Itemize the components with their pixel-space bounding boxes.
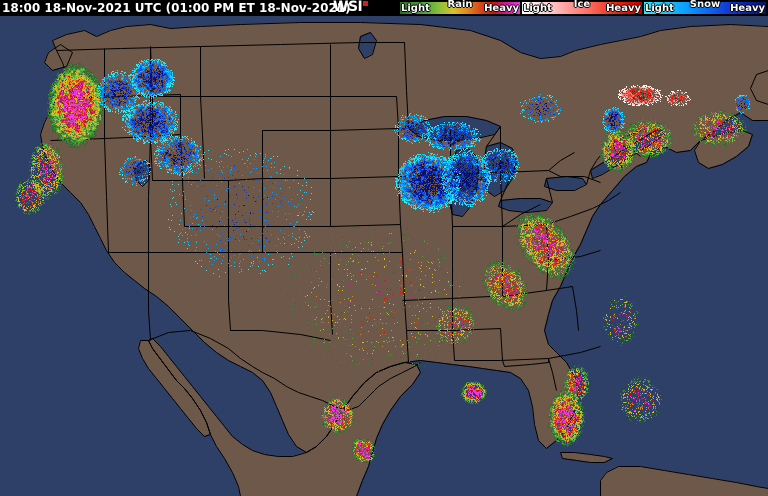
legend-low-ice: Light — [523, 3, 552, 14]
legend-ramp-snow — [644, 2, 766, 14]
legend-low-rain: Light — [401, 3, 430, 14]
wsi-logo: WSI — [333, 0, 369, 16]
legend-ramp-ice — [522, 2, 642, 14]
wsi-logo-text: WSI — [333, 0, 363, 15]
legend-high-rain: Heavy — [484, 3, 519, 14]
legend-group-ice: Ice Light Heavy — [522, 0, 642, 15]
legend-group-snow: Snow Light Heavy — [644, 0, 766, 15]
legend-high-snow: Heavy — [730, 3, 765, 14]
legend-high-ice: Heavy — [606, 3, 641, 14]
legend-title-rain: Rain — [447, 0, 473, 10]
legend-title-snow: Snow — [689, 0, 721, 10]
precipitation-legend: Rain Light Heavy Ice Light Heavy Snow Light Heav… — [398, 0, 768, 16]
legend-group-rain: Rain Light Heavy — [400, 0, 520, 15]
legend-ramp-rain — [400, 2, 520, 14]
timestamp-label: 18:00 18-Nov-2021 UTC (01:00 PM ET 18-No… — [2, 1, 351, 15]
legend-title-ice: Ice — [573, 0, 591, 10]
legend-low-snow: Light — [645, 3, 674, 14]
registered-mark-icon — [363, 1, 369, 6]
